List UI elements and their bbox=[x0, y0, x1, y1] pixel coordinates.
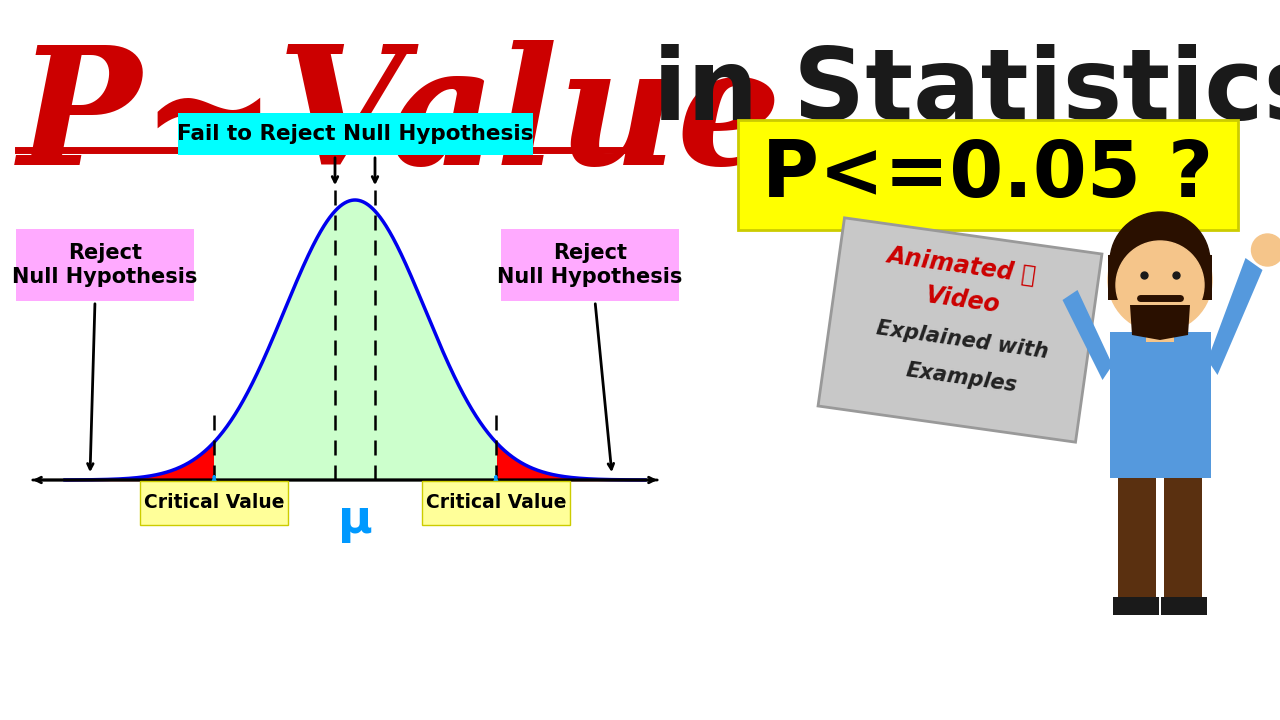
Text: Video: Video bbox=[923, 283, 1001, 317]
Text: Reject
Null Hypothesis: Reject Null Hypothesis bbox=[13, 243, 197, 287]
Polygon shape bbox=[1062, 290, 1112, 380]
FancyBboxPatch shape bbox=[1161, 597, 1207, 615]
FancyBboxPatch shape bbox=[1164, 475, 1202, 605]
FancyBboxPatch shape bbox=[1110, 332, 1211, 478]
FancyBboxPatch shape bbox=[15, 229, 195, 301]
FancyBboxPatch shape bbox=[1114, 597, 1158, 615]
Text: Explained with: Explained with bbox=[874, 318, 1050, 362]
FancyBboxPatch shape bbox=[140, 481, 288, 525]
Text: in Statistics: in Statistics bbox=[618, 44, 1280, 141]
Text: P<=0.05 ?: P<=0.05 ? bbox=[763, 137, 1213, 213]
Circle shape bbox=[1110, 212, 1210, 312]
Text: Animated 👊: Animated 👊 bbox=[886, 243, 1038, 287]
FancyBboxPatch shape bbox=[1108, 255, 1123, 300]
Text: P~Value: P~Value bbox=[18, 40, 782, 199]
Circle shape bbox=[1116, 241, 1204, 329]
FancyBboxPatch shape bbox=[739, 120, 1238, 230]
Polygon shape bbox=[818, 218, 1102, 442]
Text: Critical Value: Critical Value bbox=[426, 493, 566, 513]
Circle shape bbox=[1252, 234, 1280, 266]
FancyBboxPatch shape bbox=[1146, 312, 1174, 342]
Polygon shape bbox=[1207, 258, 1262, 375]
Polygon shape bbox=[1130, 305, 1190, 340]
FancyBboxPatch shape bbox=[1117, 475, 1156, 605]
FancyBboxPatch shape bbox=[422, 481, 570, 525]
FancyBboxPatch shape bbox=[178, 113, 532, 155]
Text: Reject
Null Hypothesis: Reject Null Hypothesis bbox=[498, 243, 682, 287]
Text: Critical Value: Critical Value bbox=[143, 493, 284, 513]
Text: μ: μ bbox=[338, 498, 372, 543]
Text: Examples: Examples bbox=[905, 360, 1019, 396]
Circle shape bbox=[1108, 228, 1212, 332]
Text: Fail to Reject Null Hypothesis: Fail to Reject Null Hypothesis bbox=[177, 124, 534, 144]
FancyBboxPatch shape bbox=[500, 229, 678, 301]
FancyBboxPatch shape bbox=[1197, 255, 1212, 300]
